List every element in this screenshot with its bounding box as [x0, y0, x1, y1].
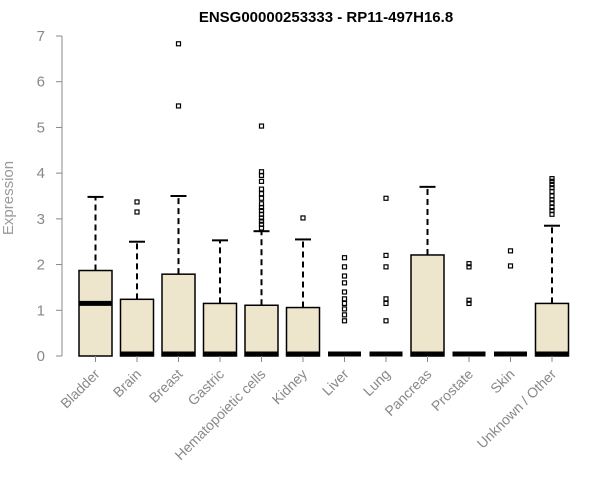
outlier-point: [258, 218, 265, 224]
box: [244, 304, 279, 357]
outlier-point: [134, 199, 140, 205]
y-tick-label: 0: [37, 348, 45, 365]
box-group: [161, 41, 196, 357]
outlier-point: [258, 123, 265, 129]
outlier-point: [507, 263, 514, 269]
box-group: [244, 123, 279, 357]
x-tick-label: Liver: [319, 366, 352, 399]
box-group: [285, 215, 321, 357]
box: [285, 306, 321, 357]
x-tick-label: Unknown / Other: [474, 366, 560, 452]
outlier-point: [341, 318, 348, 324]
outlier-point: [507, 248, 514, 254]
box-group: [369, 195, 403, 357]
outlier-point: [466, 300, 472, 307]
outlier-point: [258, 186, 265, 192]
outlier-point: [341, 264, 348, 270]
y-tick-label: 5: [37, 119, 45, 136]
y-tick-label: 7: [37, 28, 45, 45]
outlier-point: [258, 191, 265, 197]
box-group: [410, 185, 445, 357]
box: [410, 254, 445, 357]
outlier-point: [341, 273, 348, 279]
outlier-point: [258, 201, 265, 207]
box-group: [202, 239, 238, 357]
outlier-point: [258, 208, 265, 214]
box: [161, 273, 196, 357]
outlier-point: [383, 296, 389, 302]
x-tick-label: Lung: [360, 366, 393, 399]
box-group: [78, 195, 113, 357]
outlier-point: [549, 181, 555, 188]
outlier-point: [383, 264, 389, 270]
outlier-point: [175, 41, 182, 47]
box: [78, 269, 113, 357]
outlier-point: [341, 312, 348, 318]
y-tick-label: 2: [37, 257, 45, 274]
x-tick-label: Bladder: [57, 366, 103, 412]
chart-title: ENSG00000253333 - RP11-497H16.8: [199, 9, 453, 26]
box-group: [328, 255, 361, 357]
x-tick-label: Skin: [487, 366, 518, 397]
x-tick-label: Breast: [146, 366, 186, 406]
y-tick-label: 1: [37, 302, 45, 319]
y-tick-label: 3: [37, 211, 45, 228]
outlier-point: [549, 178, 555, 184]
outlier-point: [466, 261, 472, 267]
box: [202, 302, 238, 357]
outlier-point: [549, 185, 555, 191]
outlier-point: [341, 306, 348, 312]
outlier-point: [341, 280, 348, 286]
outlier-point: [258, 178, 265, 184]
outlier-point: [466, 297, 472, 303]
outlier-point: [175, 103, 182, 109]
y-tick-label: 6: [37, 74, 45, 91]
outlier-point: [258, 195, 265, 201]
outlier-point: [549, 200, 555, 206]
outlier-point: [134, 209, 140, 215]
y-axis-ticks: 0 1 2 3 4 5 6 7: [37, 28, 62, 365]
box-group: [494, 248, 527, 357]
outlier-point: [258, 169, 265, 175]
box: [534, 302, 570, 357]
box-group: [534, 176, 570, 357]
outlier-point: [383, 300, 389, 307]
y-axis-label: Expression: [0, 161, 17, 235]
box-group: [119, 199, 155, 357]
plot-area: [78, 41, 570, 357]
outlier-point: [258, 221, 265, 227]
outlier-point: [549, 176, 555, 182]
box: [119, 298, 155, 357]
outlier-point: [341, 300, 348, 307]
outlier-point: [383, 318, 389, 324]
outlier-point: [383, 195, 389, 201]
outlier-point: [300, 215, 306, 221]
outlier-point: [549, 208, 555, 214]
outlier-point: [466, 264, 472, 270]
y-tick-label: 4: [37, 165, 45, 182]
outlier-point: [341, 289, 348, 295]
box-group: [452, 261, 486, 357]
outlier-point: [383, 252, 389, 259]
x-tick-label: Prostate: [428, 366, 476, 414]
outlier-point: [341, 255, 348, 261]
x-tick-label: Kidney: [269, 366, 311, 408]
outlier-point: [341, 296, 348, 302]
x-tick-label: Brain: [110, 366, 144, 400]
